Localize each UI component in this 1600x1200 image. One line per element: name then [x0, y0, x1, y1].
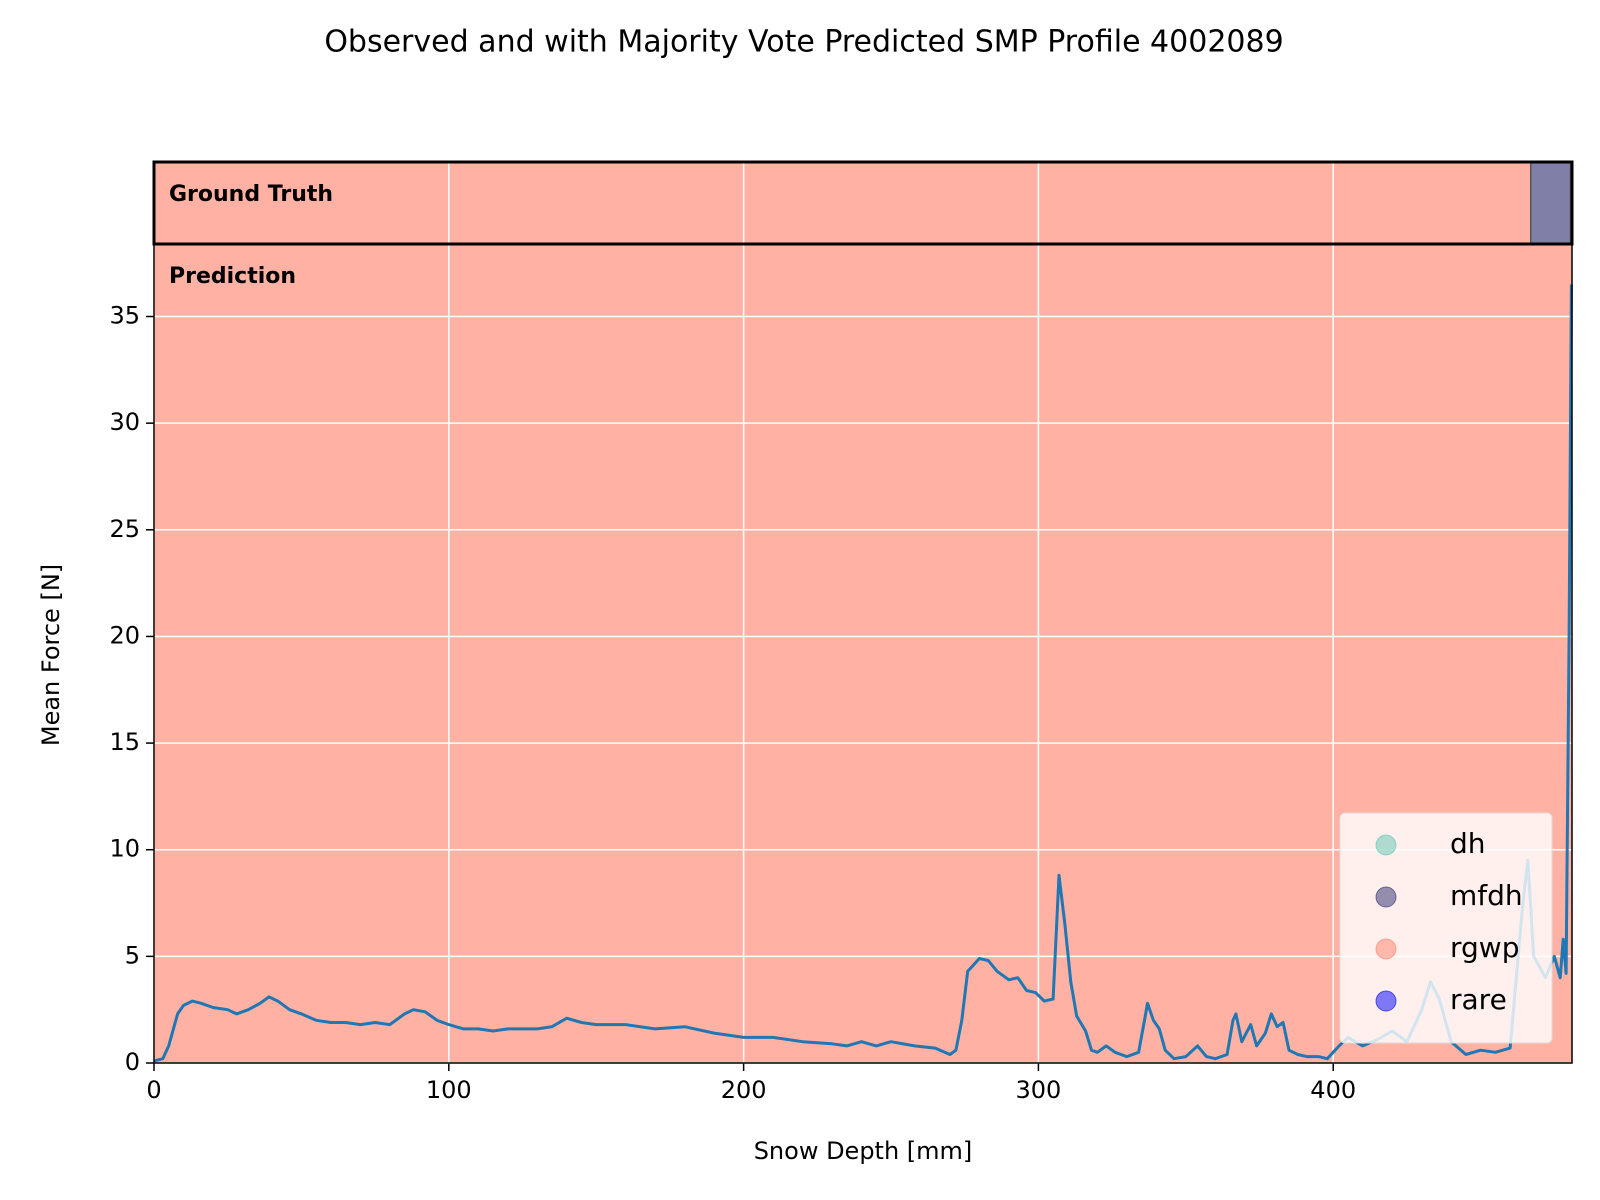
y-tick-label: 35 — [109, 302, 140, 330]
x-axis-label: Snow Depth [mm] — [754, 1137, 973, 1165]
y-tick-label: 0 — [125, 1048, 140, 1076]
x-tick-label: 200 — [721, 1076, 767, 1104]
y-tick-label: 20 — [109, 621, 140, 649]
class-band — [154, 244, 1572, 1063]
legend-box — [1339, 812, 1553, 1044]
legend-marker — [1375, 886, 1397, 908]
legend-label: mfdh — [1450, 879, 1523, 912]
legend-marker — [1375, 834, 1397, 856]
class-band — [1530, 162, 1571, 244]
y-tick-label: 15 — [109, 728, 140, 756]
force-line — [153, 284, 1573, 1063]
legend-label: rgwp — [1450, 931, 1519, 964]
x-tick-label: 0 — [146, 1076, 161, 1104]
legend-marker — [1375, 938, 1397, 960]
y-axis-label: Mean Force [N] — [37, 564, 65, 746]
class-band — [154, 162, 1531, 244]
y-tick-label: 30 — [109, 408, 140, 436]
legend-label: dh — [1450, 827, 1486, 860]
panel-label: Ground Truth — [169, 182, 333, 207]
y-tick-label: 25 — [109, 515, 140, 543]
panel-label: Prediction — [169, 264, 296, 289]
legend-label: rare — [1450, 983, 1507, 1016]
x-tick-label: 100 — [426, 1076, 472, 1104]
legend-marker — [1375, 990, 1397, 1012]
x-tick-label: 300 — [1016, 1076, 1062, 1104]
ground-truth-frame — [152, 160, 1574, 246]
chart-title: Observed and with Majority Vote Predicte… — [324, 25, 1283, 60]
y-tick-label: 5 — [125, 941, 140, 969]
x-tick-label: 400 — [1310, 1076, 1356, 1104]
y-tick-label: 10 — [109, 835, 140, 863]
